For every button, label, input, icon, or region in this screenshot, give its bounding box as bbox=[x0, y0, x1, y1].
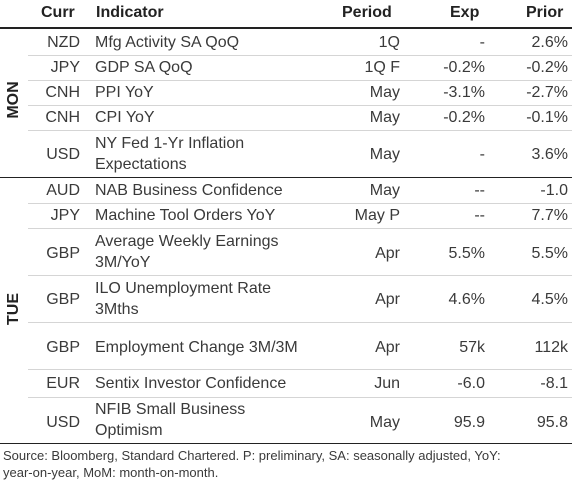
row-indicator: NAB Business Confidence bbox=[95, 182, 283, 199]
row-period: May bbox=[369, 182, 400, 199]
header-prior: Prior bbox=[526, 4, 564, 21]
header-rule bbox=[0, 27, 572, 29]
table-row: GBP Average Weekly Earnings 3M/YoY Apr 5… bbox=[0, 228, 572, 275]
row-indicator-line2: Expectations bbox=[95, 156, 187, 173]
table-row: NZD Mfg Activity SA QoQ 1Q - 2.6% bbox=[0, 30, 572, 55]
row-exp: 95.9 bbox=[453, 414, 485, 431]
row-prior: 95.8 bbox=[536, 414, 568, 431]
table-row: USD NFIB Small Business Optimism May 95.… bbox=[0, 397, 572, 443]
row-divider bbox=[28, 369, 572, 370]
table-row: USD NY Fed 1-Yr Inflation Expectations M… bbox=[0, 130, 572, 177]
row-prior: 112k bbox=[534, 339, 568, 356]
row-prior: 4.5% bbox=[531, 291, 568, 308]
row-indicator: Machine Tool Orders YoY bbox=[95, 207, 276, 224]
table-bottom-rule bbox=[0, 443, 572, 444]
row-curr: GBP bbox=[46, 339, 80, 356]
table-row: CNH PPI YoY May -3.1% -2.7% bbox=[0, 80, 572, 105]
row-exp: - bbox=[479, 34, 485, 51]
row-exp: 57k bbox=[459, 339, 485, 356]
day-separator bbox=[0, 177, 572, 178]
source-note: Source: Bloomberg, Standard Chartered. P… bbox=[3, 447, 569, 481]
row-indicator: Mfg Activity SA QoQ bbox=[95, 34, 240, 51]
row-exp: -3.1% bbox=[443, 84, 485, 101]
table-row: JPY Machine Tool Orders YoY May P -- 7.7… bbox=[0, 203, 572, 228]
row-divider bbox=[28, 228, 572, 229]
row-period: 1Q bbox=[378, 34, 400, 51]
row-curr: GBP bbox=[46, 291, 80, 308]
table-row: JPY GDP SA QoQ 1Q F -0.2% -0.2% bbox=[0, 55, 572, 80]
row-period: May bbox=[369, 414, 400, 431]
row-curr: CNH bbox=[45, 84, 80, 101]
row-period: 1Q F bbox=[364, 59, 400, 76]
header-indicator: Indicator bbox=[96, 4, 164, 21]
row-prior: 2.6% bbox=[531, 34, 568, 51]
row-period: May bbox=[369, 84, 400, 101]
row-indicator-line1: ILO Unemployment Rate bbox=[95, 280, 272, 297]
row-curr: NZD bbox=[47, 34, 80, 51]
row-divider bbox=[28, 80, 572, 81]
row-indicator: Sentix Investor Confidence bbox=[95, 375, 287, 392]
row-indicator: Employment Change 3M/3M bbox=[95, 339, 298, 356]
row-prior: -0.1% bbox=[526, 109, 568, 126]
row-prior: -8.1 bbox=[540, 375, 568, 392]
row-divider bbox=[28, 55, 572, 56]
row-indicator-line1: NFIB Small Business bbox=[95, 401, 246, 418]
row-indicator: CPI YoY bbox=[95, 109, 155, 126]
row-prior: 7.7% bbox=[531, 207, 568, 224]
row-exp: -- bbox=[474, 182, 485, 199]
row-period: May bbox=[369, 146, 400, 163]
table-row: GBP Employment Change 3M/3M Apr 57k 112k bbox=[0, 322, 572, 369]
row-indicator-line2: 3M/YoY bbox=[95, 254, 151, 271]
table-row: CNH CPI YoY May -0.2% -0.1% bbox=[0, 105, 572, 130]
source-note-line2: year-on-year, MoM: month-on-month. bbox=[3, 465, 219, 480]
row-divider bbox=[28, 105, 572, 106]
row-exp: -6.0 bbox=[457, 375, 485, 392]
row-prior: -0.2% bbox=[526, 59, 568, 76]
row-curr: AUD bbox=[46, 182, 80, 199]
table-row: EUR Sentix Investor Confidence Jun -6.0 … bbox=[0, 369, 572, 397]
row-exp: 5.5% bbox=[448, 245, 485, 262]
source-note-line1: Source: Bloomberg, Standard Chartered. P… bbox=[3, 448, 501, 463]
table-row: AUD NAB Business Confidence May -- -1.0 bbox=[0, 178, 572, 203]
row-exp: -0.2% bbox=[443, 109, 485, 126]
table-row: GBP ILO Unemployment Rate 3Mths Apr 4.6%… bbox=[0, 275, 572, 322]
row-prior: 3.6% bbox=[531, 146, 568, 163]
row-divider bbox=[28, 203, 572, 204]
row-divider bbox=[28, 275, 572, 276]
row-curr: GBP bbox=[46, 245, 80, 262]
header-curr: Curr bbox=[41, 4, 75, 21]
row-prior: 5.5% bbox=[531, 245, 568, 262]
header-exp: Exp bbox=[450, 4, 480, 21]
row-period: May bbox=[369, 109, 400, 126]
row-exp: 4.6% bbox=[448, 291, 485, 308]
row-prior: -1.0 bbox=[540, 182, 568, 199]
row-divider bbox=[28, 322, 572, 323]
row-period: Apr bbox=[375, 291, 400, 308]
table-header: Curr Indicator Period Exp Prior bbox=[0, 0, 572, 27]
header-period: Period bbox=[342, 4, 392, 21]
row-exp: -0.2% bbox=[443, 59, 485, 76]
row-curr: USD bbox=[46, 146, 80, 163]
row-curr: EUR bbox=[46, 375, 80, 392]
row-prior: -2.7% bbox=[526, 84, 568, 101]
row-indicator: PPI YoY bbox=[95, 84, 154, 101]
row-curr: USD bbox=[46, 414, 80, 431]
row-period: Apr bbox=[375, 245, 400, 262]
row-indicator-line2: 3Mths bbox=[95, 301, 139, 318]
row-indicator-line1: NY Fed 1-Yr Inflation bbox=[95, 135, 245, 152]
row-divider bbox=[28, 397, 572, 398]
row-indicator-line2: Optimism bbox=[95, 422, 163, 439]
row-indicator-line1: Average Weekly Earnings bbox=[95, 233, 279, 250]
row-period: May P bbox=[354, 207, 400, 224]
row-exp: -- bbox=[474, 207, 485, 224]
row-curr: CNH bbox=[45, 109, 80, 126]
row-curr: JPY bbox=[50, 59, 80, 76]
row-curr: JPY bbox=[50, 207, 80, 224]
row-period: Jun bbox=[374, 375, 400, 392]
row-period: Apr bbox=[375, 339, 400, 356]
row-exp: - bbox=[479, 146, 485, 163]
row-divider bbox=[28, 130, 572, 131]
row-indicator: GDP SA QoQ bbox=[95, 59, 193, 76]
